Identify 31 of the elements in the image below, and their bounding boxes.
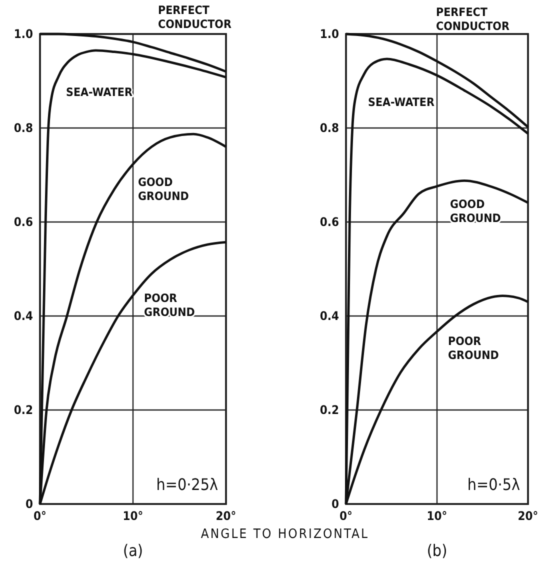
x-axis-title: ANGLE TO HORIZONTAL — [200, 527, 370, 542]
series-label: SEA-WATER — [368, 95, 434, 109]
x-tick-label: 0° — [340, 509, 352, 523]
text: PERFECT CONDUCTOR — [436, 5, 510, 33]
text: (b) — [426, 541, 448, 560]
text: (a) — [122, 541, 144, 560]
series-label: POOR GROUND — [144, 291, 196, 319]
y-tick-label: 0.6 — [14, 215, 33, 230]
series-label: PERFECT CONDUCTOR — [158, 3, 232, 31]
annotation: h=0·5λ — [467, 475, 520, 494]
y-tick-label: 0.2 — [320, 403, 339, 418]
y-tick-label: 0 — [331, 497, 339, 512]
y-tick-label: 1.0 — [320, 27, 339, 42]
x-tick-label: 20° — [216, 509, 236, 523]
x-tick-label: 10° — [426, 509, 448, 523]
series-label: GOOD GROUND — [450, 197, 502, 225]
x-tick-label: 10° — [122, 509, 144, 523]
y-tick-label: 0 — [25, 497, 33, 512]
y-tick-label: 0.4 — [14, 309, 34, 324]
x-tick-label: 20° — [518, 509, 538, 523]
y-tick-label: 0.8 — [320, 121, 339, 136]
y-tick-label: 0.6 — [320, 215, 339, 230]
annotation: h=0·25λ — [156, 475, 218, 494]
x-tick-label: 0° — [34, 509, 46, 523]
series-label: SEA-WATER — [66, 85, 132, 99]
series-label: GOOD GROUND — [138, 175, 190, 203]
y-tick-label: 1.0 — [14, 27, 33, 42]
y-tick-label: 0.2 — [14, 403, 33, 418]
y-tick-label: 0.8 — [14, 121, 33, 136]
series-label: POOR GROUND — [448, 334, 500, 362]
y-tick-label: 0.4 — [320, 309, 340, 324]
